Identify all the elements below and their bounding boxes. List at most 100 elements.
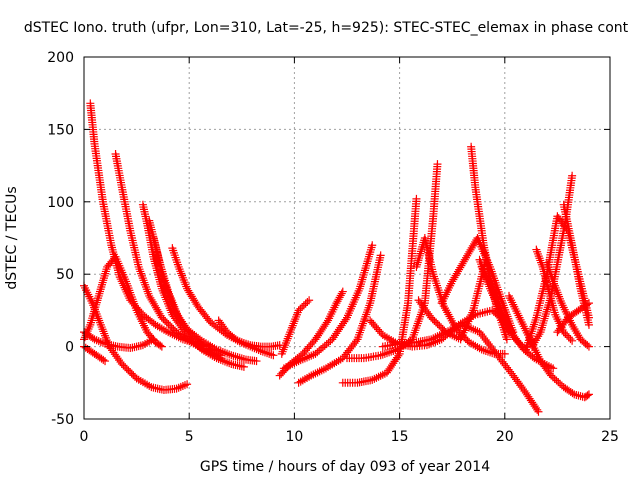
y-tick-label: 150 bbox=[47, 122, 74, 138]
data-point bbox=[503, 320, 512, 329]
x-tick-label: 20 bbox=[496, 429, 514, 445]
data-point bbox=[235, 353, 244, 362]
data-point bbox=[533, 405, 542, 414]
data-point bbox=[269, 351, 278, 360]
data-point bbox=[584, 299, 593, 308]
chart-title: dSTEC Iono. truth (ufpr, Lon=310, Lat=-2… bbox=[24, 20, 629, 36]
data-point bbox=[583, 300, 592, 309]
data-point bbox=[99, 355, 108, 364]
y-tick-label: 200 bbox=[47, 50, 74, 66]
data-point bbox=[337, 289, 346, 298]
data-point bbox=[239, 355, 248, 364]
data-point bbox=[552, 376, 561, 385]
data-point bbox=[550, 374, 559, 383]
x-tick-label: 10 bbox=[285, 429, 303, 445]
data-point bbox=[433, 160, 442, 169]
data-point bbox=[568, 336, 577, 345]
data-point bbox=[502, 318, 511, 327]
x-tick-label: 5 bbox=[185, 429, 194, 445]
y-tick-label: -50 bbox=[51, 412, 74, 428]
series-arc-08 bbox=[80, 342, 110, 366]
data-point bbox=[376, 251, 385, 260]
series-arc-16 bbox=[338, 194, 421, 387]
data-point bbox=[499, 312, 508, 321]
data-point bbox=[298, 303, 307, 312]
data-point bbox=[156, 341, 165, 350]
data-point bbox=[583, 341, 592, 350]
data-point bbox=[303, 297, 312, 306]
data-point bbox=[500, 349, 509, 358]
x-tick-label: 25 bbox=[601, 429, 619, 445]
series-arc-31 bbox=[559, 200, 593, 329]
data-point bbox=[378, 350, 387, 359]
data-point bbox=[547, 371, 556, 380]
grid bbox=[84, 57, 610, 419]
series-arc-25 bbox=[477, 262, 558, 373]
series-arc-30 bbox=[542, 258, 593, 351]
plot-frame bbox=[83, 56, 611, 420]
data-point bbox=[507, 326, 516, 335]
data-point bbox=[301, 299, 310, 308]
series-arc-23 bbox=[437, 234, 518, 337]
data-point bbox=[352, 337, 361, 346]
series-arc-06 bbox=[168, 244, 278, 360]
data-point bbox=[549, 364, 558, 373]
series-arc-11 bbox=[214, 316, 284, 351]
data-point bbox=[566, 335, 575, 344]
y-tick-label: 0 bbox=[65, 340, 74, 356]
data-point bbox=[252, 357, 261, 366]
data-point bbox=[548, 373, 557, 382]
data-point bbox=[368, 241, 377, 250]
x-axis-label: GPS time / hours of day 093 of year 2014 bbox=[200, 459, 490, 475]
series-arc-32 bbox=[553, 299, 593, 337]
series-arc-10 bbox=[80, 252, 166, 351]
data-point bbox=[500, 314, 509, 323]
data-point bbox=[561, 329, 570, 338]
data-point bbox=[584, 390, 593, 399]
data-point bbox=[563, 331, 572, 340]
data-point bbox=[183, 380, 192, 389]
data-point bbox=[583, 391, 592, 400]
series-arc-15 bbox=[294, 251, 385, 387]
data-point bbox=[385, 348, 394, 357]
series-arc-14 bbox=[279, 241, 377, 373]
data-layer bbox=[80, 99, 593, 416]
x-tick-label: 15 bbox=[391, 429, 409, 445]
data-point bbox=[299, 301, 308, 310]
data-point bbox=[233, 353, 242, 362]
data-point bbox=[584, 342, 593, 351]
data-point bbox=[231, 352, 240, 361]
data-point bbox=[394, 351, 403, 360]
data-point bbox=[305, 296, 314, 305]
series-arc-17 bbox=[343, 160, 442, 363]
data-point bbox=[382, 349, 391, 358]
data-point bbox=[502, 335, 511, 344]
series-arc-18 bbox=[366, 306, 505, 351]
data-point bbox=[498, 310, 507, 319]
series-arc-20 bbox=[412, 234, 509, 358]
data-point bbox=[501, 316, 510, 325]
data-point bbox=[568, 171, 577, 180]
data-point bbox=[341, 315, 350, 324]
series-arc-12 bbox=[277, 296, 314, 358]
data-point bbox=[322, 318, 331, 327]
data-point bbox=[380, 349, 389, 358]
ticks: 0 5 10 15 20 25 -50 0 50 100 150 200 bbox=[47, 50, 619, 445]
data-point bbox=[296, 304, 305, 313]
data-point bbox=[387, 347, 396, 356]
data-point bbox=[157, 342, 166, 351]
y-axis-label: dSTEC / TECUs bbox=[4, 186, 20, 289]
data-point bbox=[412, 194, 421, 203]
data-point bbox=[568, 389, 577, 398]
y-tick-label: 50 bbox=[56, 267, 74, 283]
series-arc-05 bbox=[149, 234, 225, 360]
data-point bbox=[505, 322, 514, 331]
data-point bbox=[267, 350, 276, 359]
data-point bbox=[338, 287, 347, 296]
data-point bbox=[554, 378, 563, 387]
data-point bbox=[534, 407, 543, 416]
data-point bbox=[101, 357, 110, 366]
data-point bbox=[556, 379, 565, 388]
y-tick-label: 100 bbox=[47, 195, 74, 211]
